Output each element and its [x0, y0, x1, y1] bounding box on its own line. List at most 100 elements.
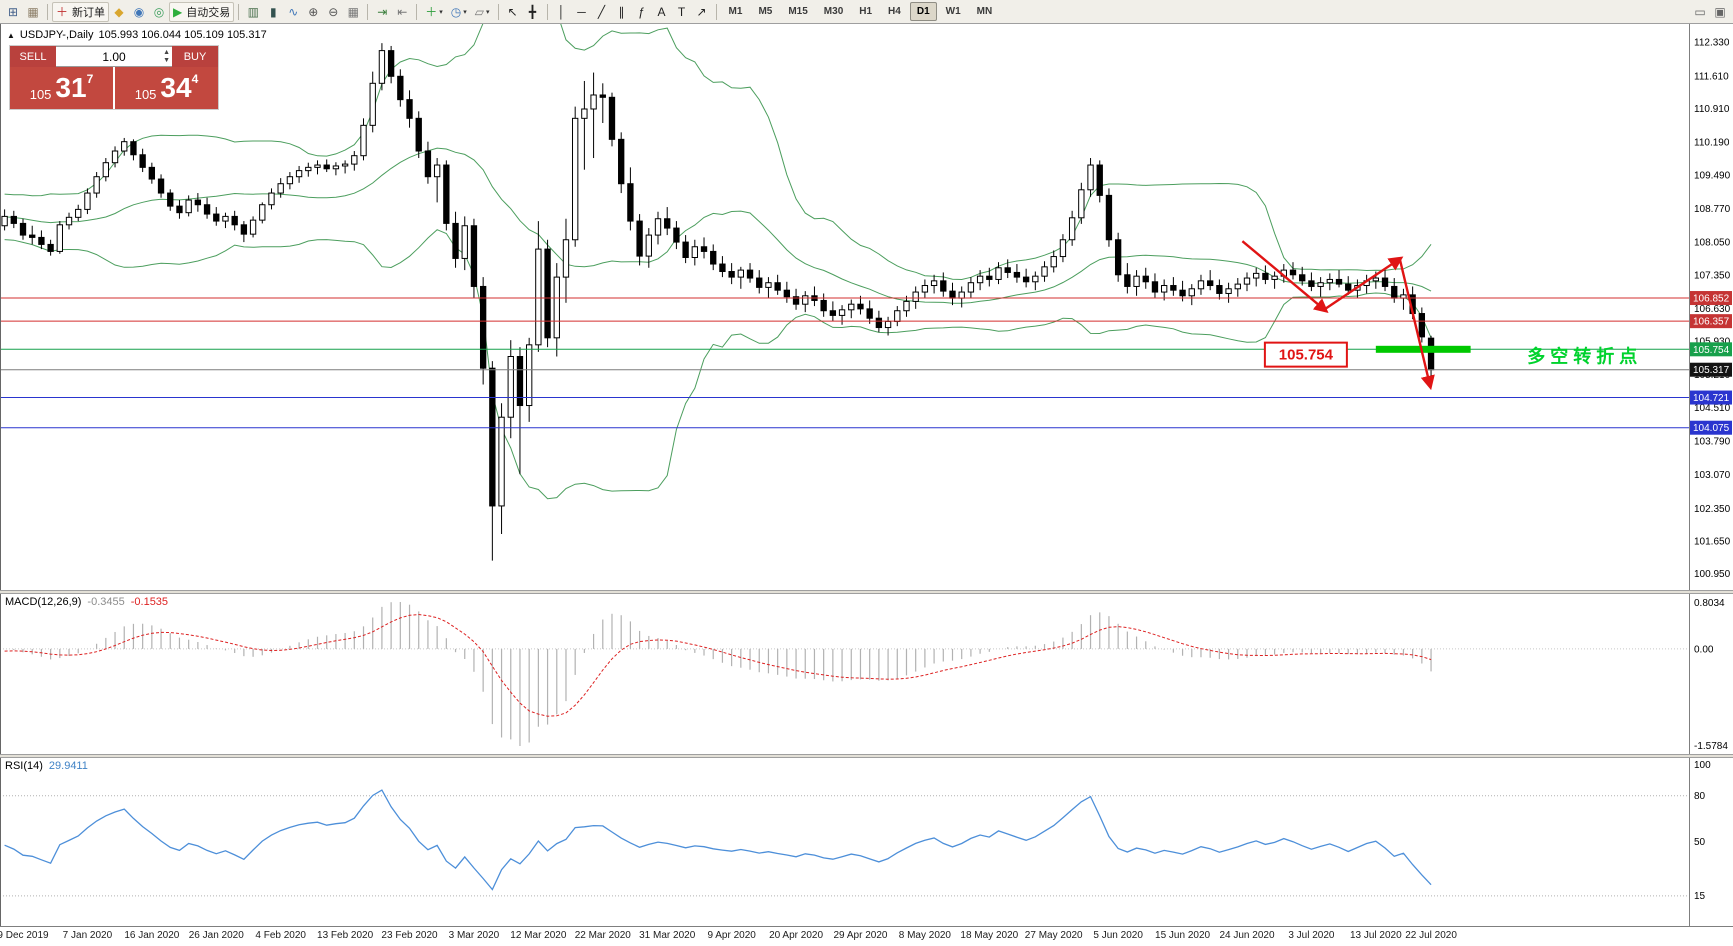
macd-signal-line	[4, 613, 1432, 717]
price-axis-label: 104.510	[1694, 403, 1731, 414]
candlestick-chart-icon[interactable]: ▮	[263, 2, 283, 22]
timeframe-m15[interactable]: M15	[788, 6, 808, 17]
templates-icon[interactable]: ▱ ▾	[471, 2, 494, 22]
window-icon[interactable]: ▭	[1690, 2, 1710, 22]
date-label: 27 May 2020	[1024, 930, 1083, 941]
timeframe-m30[interactable]: M30	[823, 6, 844, 17]
macd-header: MACD(12,26,9) -0.3455 -0.1535	[5, 596, 168, 608]
timeframe-w1[interactable]: W1	[945, 6, 961, 17]
terminal-icon[interactable]: ◉	[129, 2, 149, 22]
line-chart-icon[interactable]: ∿	[283, 2, 303, 22]
macd-axis-label: 0.8034	[1694, 598, 1725, 609]
metaeditor-icon[interactable]: ◆	[109, 2, 129, 22]
horizontal-line-icon[interactable]: ─	[572, 2, 592, 22]
timeframe-d1[interactable]: D1	[909, 2, 937, 21]
terminal-icon: ◉	[133, 4, 145, 19]
price-axis-label: 106.630	[1694, 304, 1731, 315]
trend-arrow	[1324, 256, 1404, 310]
volume-input[interactable]: 1.00 ▲ ▼	[56, 46, 172, 67]
chart-shift-icon[interactable]: ⇤	[392, 2, 412, 22]
date-label: 24 Jun 2020	[1219, 930, 1275, 941]
date-label: 16 Jan 2020	[124, 930, 180, 941]
bid-prefix: 105	[29, 87, 52, 102]
label-icon[interactable]: T	[672, 2, 692, 22]
cursor-icon: ↖	[507, 4, 518, 19]
trend-arrow	[1241, 240, 1329, 314]
strategy-tester-icon[interactable]: ◎	[149, 2, 169, 22]
drawing-objects[interactable]: 105.754 多空转折点	[1241, 240, 1642, 391]
price-axis-label: 107.350	[1694, 270, 1731, 281]
profiles-icon[interactable]: ▦	[23, 2, 43, 22]
price-axis-label: 102.350	[1694, 504, 1731, 515]
stepper-up-icon[interactable]: ▲	[163, 49, 170, 56]
periods-icon[interactable]: ◷ ▾	[447, 2, 471, 22]
date-label: 18 May 2020	[960, 930, 1019, 941]
cursor-icon[interactable]: ↖	[503, 2, 523, 22]
buy-price-button[interactable]: 105 34 4	[115, 67, 218, 109]
macd-histogram	[4, 602, 1432, 746]
new-order-button[interactable]: ＋新订单	[52, 1, 110, 22]
toolbar-separator	[238, 3, 240, 20]
date-label: 22 Mar 2020	[574, 930, 631, 941]
price-axis-label: 110.190	[1694, 138, 1730, 149]
rsi-value: 29.9411	[48, 760, 88, 772]
turning-point-band	[1375, 345, 1471, 353]
crosshair-icon[interactable]: ╋	[523, 2, 543, 22]
price-tag: 106.852	[1693, 294, 1730, 305]
timeframe-m5[interactable]: M5	[758, 6, 773, 17]
auto-scroll-icon[interactable]: ⇥	[372, 2, 392, 22]
tile-windows-icon[interactable]: ▦	[343, 2, 363, 22]
text-icon[interactable]: A	[652, 2, 672, 22]
date-label: 5 Jun 2020	[1093, 930, 1143, 941]
price-tag: 104.075	[1693, 423, 1730, 434]
price-axis-label: 100.950	[1694, 569, 1731, 580]
rsi-axis-label: 50	[1694, 837, 1706, 848]
timeframe-h4[interactable]: H4	[888, 6, 901, 17]
new-chart-icon[interactable]: ⊞	[3, 2, 23, 22]
new-order-button: ＋	[56, 4, 69, 19]
price-axis-label: 109.490	[1694, 170, 1731, 181]
timeframe-h1[interactable]: H1	[859, 6, 873, 17]
toolbar-separator	[546, 3, 548, 20]
zoom-in-icon[interactable]: ⊕	[303, 2, 323, 22]
new-order-button-label: 新订单	[72, 6, 106, 19]
price-axis-label: 105.930	[1694, 337, 1731, 348]
panel-splitter[interactable]	[0, 754, 1733, 758]
date-label: 12 Mar 2020	[510, 930, 567, 941]
sell-button[interactable]: SELL	[10, 46, 56, 67]
one-click-collapse-icon[interactable]: ▲	[7, 30, 15, 40]
price-axis-label: 103.070	[1694, 470, 1731, 481]
edit-icon[interactable]: ▣	[1710, 2, 1730, 22]
indicators-icon[interactable]: ＋ ▾	[421, 2, 447, 22]
fibonacci-icon[interactable]: ƒ	[632, 2, 652, 22]
timeframe-m1[interactable]: M1	[728, 6, 743, 17]
timeframe-mn[interactable]: MN	[976, 6, 993, 17]
stepper-down-icon[interactable]: ▼	[163, 57, 170, 64]
date-label: 7 Jan 2020	[62, 930, 113, 941]
autotrading-button[interactable]: ▶ 自动交易	[169, 1, 235, 22]
volume-stepper[interactable]: ▲ ▼	[163, 49, 170, 64]
chart-shift-icon: ⇤	[397, 4, 408, 19]
channel-icon[interactable]: ∥	[612, 2, 632, 22]
price-axis[interactable]: 112.330 111.610 110.910 110.190 109.490 108.7…	[0, 24, 1733, 590]
main-chart-panel: 105.754 多空转折点 112.330 111.610 110.910 110.190…	[0, 24, 1733, 590]
zoom-out-icon[interactable]: ⊖	[323, 2, 343, 22]
rsi-axis-label: 100	[1694, 760, 1711, 771]
chevron-down-icon: ▾	[486, 8, 490, 16]
horizontal-lines[interactable]	[0, 297, 1689, 429]
trendline-icon[interactable]: ╱	[592, 2, 612, 22]
bid-sup: 7	[86, 72, 94, 86]
rsi-canvas: 100 80 50 15	[0, 758, 1711, 926]
edit-icon: ▣	[1714, 4, 1726, 19]
buy-button[interactable]: BUY	[172, 46, 218, 67]
sell-price-button[interactable]: 105 31 7	[10, 67, 115, 109]
date-label: 31 Mar 2020	[639, 930, 696, 941]
text-icon: A	[657, 4, 666, 19]
panel-splitter[interactable]	[0, 590, 1733, 594]
bar-chart-icon[interactable]: ▥	[243, 2, 263, 22]
vertical-line-icon[interactable]: │	[552, 2, 572, 22]
channel-icon: ∥	[618, 4, 625, 19]
arrows-icon[interactable]: ↗	[692, 2, 712, 22]
date-label: 20 Apr 2020	[769, 930, 824, 941]
date-axis[interactable]: 9 Dec 2019 7 Jan 2020 16 Jan 2020 26 Jan 20…	[0, 926, 1733, 946]
